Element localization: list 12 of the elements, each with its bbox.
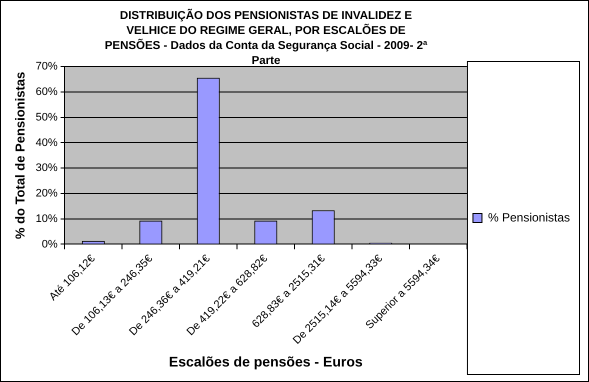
y-tick-label: 30% bbox=[36, 162, 58, 174]
y-tick-label: 60% bbox=[36, 86, 58, 98]
y-tick-label: 50% bbox=[36, 111, 58, 124]
y-tick-label: 70% bbox=[36, 60, 58, 73]
legend-label: % Pensionistas bbox=[488, 210, 570, 224]
y-tick-label: 40% bbox=[36, 136, 58, 149]
y-tick-label: 10% bbox=[36, 212, 58, 225]
x-axis-title: Escalões de pensões - Euros bbox=[168, 353, 363, 370]
y-tick-label: 20% bbox=[36, 188, 58, 200]
y-tick-label: 0% bbox=[42, 238, 58, 250]
y-axis-title: % do Total de Pensionistas bbox=[12, 72, 28, 240]
chart-title: DISTRIBUIÇÃO DOS PENSIONISTAS DE INVALIDEZ E VELHICE DO REGIME GERAL, POR ESCALÕES DE PENSÕES - Dados da Conta da Segurança Social - 2009- 2ª Parte bbox=[104, 9, 428, 69]
